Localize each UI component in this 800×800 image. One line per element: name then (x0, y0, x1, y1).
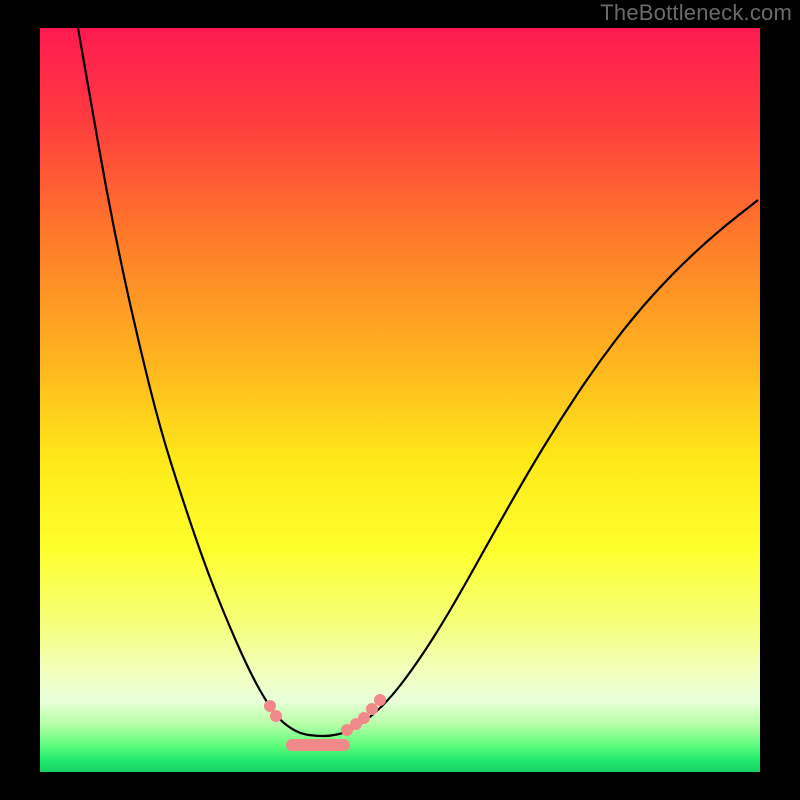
curve-marker-dot (358, 712, 370, 724)
chart-container: TheBottleneck.com (0, 0, 800, 800)
curve-marker-dot (374, 694, 386, 706)
curve-marker-dot (270, 710, 282, 722)
curve-marker-dot (366, 703, 378, 715)
watermark-text: TheBottleneck.com (600, 0, 792, 26)
curve-marker-dot (264, 700, 276, 712)
plot-background (40, 28, 760, 772)
minimum-segment-marker (286, 739, 350, 751)
bottleneck-curve-chart (0, 0, 800, 800)
